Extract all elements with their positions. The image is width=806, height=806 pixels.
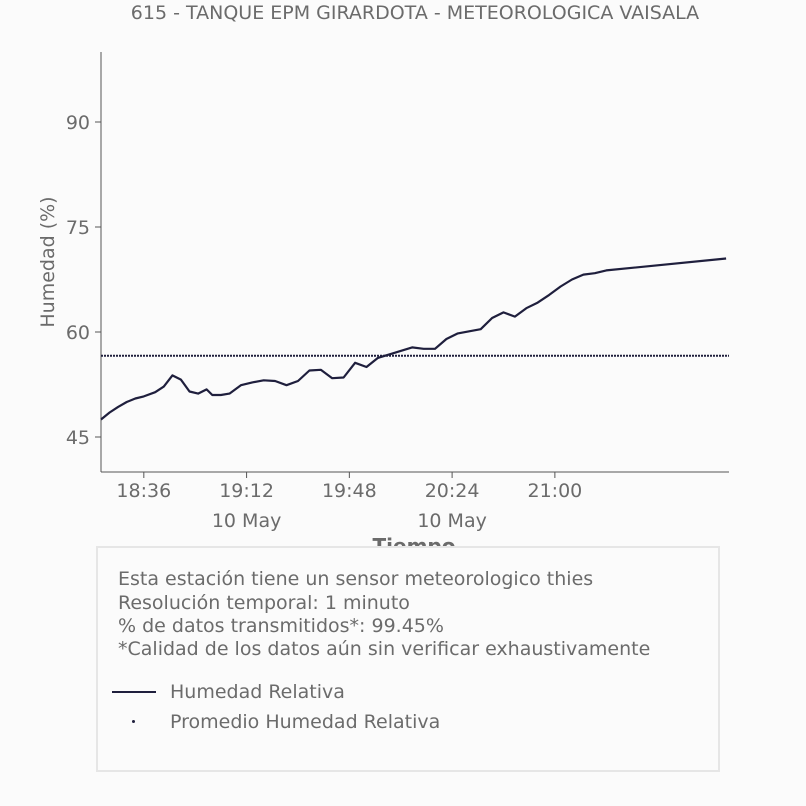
legend-label-promedio: Promedio Humedad Relativa bbox=[170, 711, 441, 733]
x-tick-label: 18:36 bbox=[116, 480, 171, 502]
x-tick-label: 20:24 bbox=[425, 480, 480, 502]
chart-svg: 45 60 75 90 18:36 19:12 10 May 19:48 20:24 10 May… bbox=[37, 52, 729, 558]
series-layer bbox=[100, 257, 729, 421]
legend-solid-line-icon bbox=[112, 691, 156, 693]
axes bbox=[100, 52, 729, 473]
x-tick-label: 21:00 bbox=[527, 480, 582, 502]
y-tick-label: 45 bbox=[66, 427, 90, 449]
x-tick-label: 19:48 bbox=[322, 480, 377, 502]
info-line-resolution: Resolución temporal: 1 minuto bbox=[118, 592, 410, 614]
legend-dotted-line-icon bbox=[132, 720, 135, 723]
y-tick-label: 60 bbox=[66, 322, 90, 344]
x-tick-sublabel: 10 May bbox=[212, 510, 282, 532]
series-humedad-line bbox=[100, 257, 727, 421]
y-tick-label: 75 bbox=[66, 217, 90, 239]
info-line-sensor: Esta estación tiene un sensor meteorolog… bbox=[118, 568, 594, 590]
info-legend-box: Esta estación tiene un sensor meteorolog… bbox=[96, 546, 720, 772]
ticks: 45 60 75 90 18:36 19:12 10 May 19:48 20:24 10 May… bbox=[66, 112, 582, 532]
y-axis-label: Humedad (%) bbox=[37, 196, 59, 327]
info-line-quality: *Calidad de los datos aún sin verificar … bbox=[118, 638, 651, 660]
legend-label-humedad: Humedad Relativa bbox=[170, 681, 345, 703]
x-tick-sublabel: 10 May bbox=[417, 510, 487, 532]
x-tick-label: 19:12 bbox=[219, 480, 274, 502]
info-line-transmitted: % de datos transmitidos*: 99.45% bbox=[118, 615, 444, 637]
chart-title: 615 - TANQUE EPM GIRARDOTA - METEOROLOGI… bbox=[130, 2, 700, 24]
y-tick-label: 90 bbox=[66, 112, 90, 134]
